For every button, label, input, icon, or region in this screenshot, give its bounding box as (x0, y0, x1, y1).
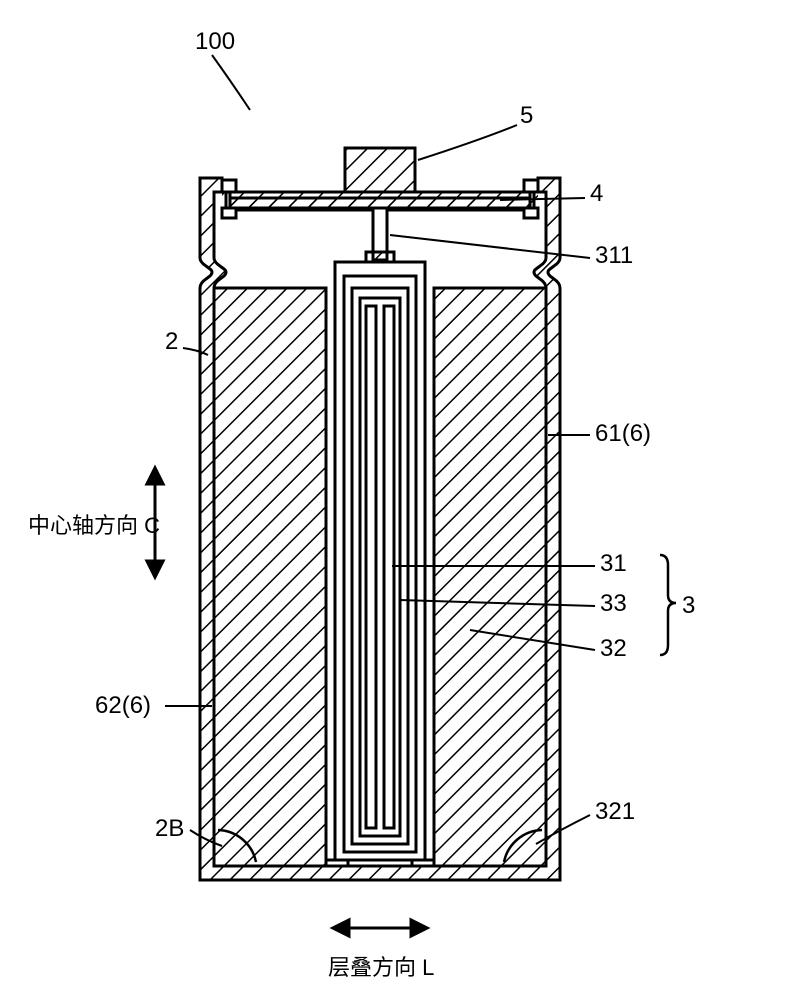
brace-3 (660, 555, 676, 655)
axis-l-label: 层叠方向 L (328, 950, 434, 982)
label-61-6: 61(6) (595, 420, 651, 448)
label-31: 31 (600, 550, 627, 578)
label-311: 311 (595, 242, 633, 270)
electrode-right-mass (434, 288, 546, 866)
label-62-6: 62(6) (95, 692, 151, 720)
battery-cross-section-diagram (0, 0, 795, 1000)
label-3: 3 (682, 592, 695, 620)
axis-c-label: 中心轴方向 C (28, 508, 160, 540)
label-100: 100 (195, 28, 235, 56)
label-33: 33 (600, 590, 627, 618)
label-2b: 2B (155, 815, 184, 843)
lid-plate (226, 192, 534, 208)
label-2: 2 (165, 328, 178, 356)
center-stack (335, 262, 425, 860)
label-5: 5 (520, 102, 533, 130)
label-32: 32 (600, 635, 627, 663)
terminal-cap (345, 148, 415, 192)
label-321: 321 (595, 798, 635, 826)
label-4: 4 (590, 180, 603, 208)
electrode-left-mass (214, 288, 326, 866)
